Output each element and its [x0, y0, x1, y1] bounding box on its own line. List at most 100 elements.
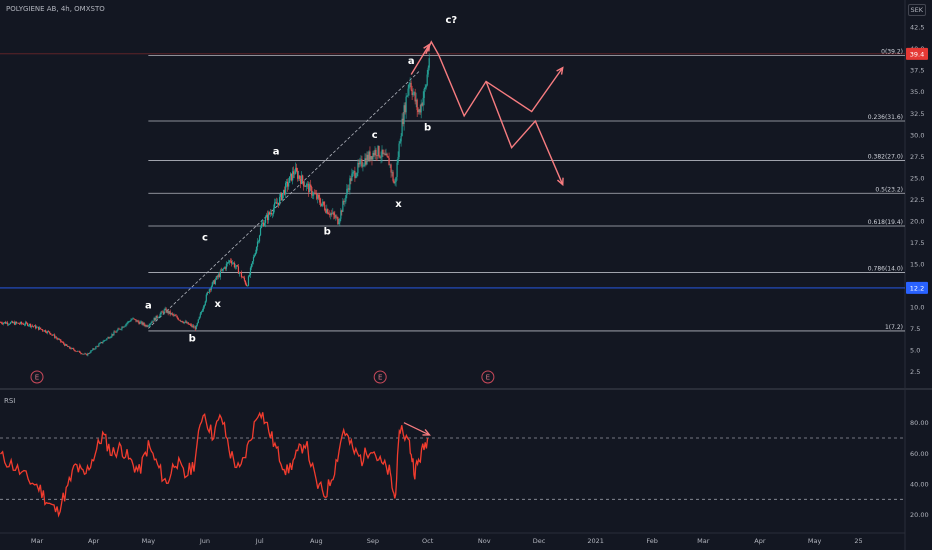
candle-body[interactable]: [227, 262, 229, 263]
candle-body[interactable]: [423, 89, 425, 98]
candle-body[interactable]: [237, 266, 240, 274]
projection-line-c[interactable]: [410, 44, 431, 75]
candle-body[interactable]: [239, 272, 242, 273]
candle-body[interactable]: [254, 252, 257, 256]
wave-label[interactable]: b: [324, 227, 331, 238]
candle-body[interactable]: [45, 330, 47, 333]
candle-body[interactable]: [307, 183, 309, 185]
candle-body[interactable]: [38, 326, 40, 330]
candle-body[interactable]: [191, 325, 193, 327]
candle-body[interactable]: [320, 202, 322, 206]
candle-body[interactable]: [167, 310, 169, 314]
candle-body[interactable]: [65, 344, 67, 346]
candle-body[interactable]: [87, 353, 89, 356]
candle-body[interactable]: [142, 322, 144, 325]
candle-body[interactable]: [328, 213, 330, 215]
candle-body[interactable]: [290, 173, 292, 177]
candle-body[interactable]: [16, 322, 19, 324]
candle-body[interactable]: [124, 325, 126, 327]
candle-body[interactable]: [137, 320, 139, 322]
candle-body[interactable]: [288, 182, 290, 187]
candle-body[interactable]: [10, 321, 13, 323]
candle-body[interactable]: [23, 324, 26, 326]
candle-body[interactable]: [11, 321, 14, 323]
candle-body[interactable]: [71, 347, 73, 350]
candle-body[interactable]: [301, 175, 303, 184]
candle-body[interactable]: [203, 304, 205, 308]
candle-body[interactable]: [406, 95, 408, 97]
candle-body[interactable]: [350, 178, 352, 181]
candle-body[interactable]: [177, 318, 179, 320]
candle-body[interactable]: [62, 342, 64, 343]
candle-body[interactable]: [170, 313, 172, 315]
candle-body[interactable]: [268, 212, 271, 215]
candle-body[interactable]: [363, 164, 365, 167]
candle-body[interactable]: [321, 203, 323, 206]
candle-body[interactable]: [344, 201, 346, 202]
candle-body[interactable]: [232, 262, 235, 264]
candle-body[interactable]: [342, 201, 344, 212]
candle-body[interactable]: [353, 171, 355, 172]
candle-body[interactable]: [255, 246, 258, 253]
candle-body[interactable]: [418, 109, 420, 113]
candle-body[interactable]: [100, 342, 102, 343]
candle-body[interactable]: [397, 157, 399, 163]
candle-body[interactable]: [291, 173, 293, 181]
candle-body[interactable]: [357, 163, 359, 173]
candle-body[interactable]: [81, 353, 83, 355]
candle-body[interactable]: [148, 325, 150, 326]
candle-body[interactable]: [105, 339, 107, 341]
candle-body[interactable]: [60, 339, 62, 342]
candle-body[interactable]: [158, 316, 160, 318]
candle-body[interactable]: [364, 158, 366, 165]
candle-body[interactable]: [14, 321, 17, 325]
candle-body[interactable]: [394, 182, 396, 184]
candle-body[interactable]: [96, 346, 98, 347]
candle-body[interactable]: [381, 149, 383, 158]
candle-body[interactable]: [225, 263, 227, 269]
candle-body[interactable]: [316, 193, 318, 199]
candle-body[interactable]: [92, 348, 94, 351]
candle-body[interactable]: [141, 321, 143, 325]
candle-body[interactable]: [283, 189, 285, 194]
candle-body[interactable]: [305, 186, 307, 187]
candle-body[interactable]: [49, 331, 51, 334]
candle-body[interactable]: [93, 348, 95, 350]
candle-body[interactable]: [91, 350, 93, 351]
candle-body[interactable]: [323, 201, 325, 206]
wave-label[interactable]: x: [214, 299, 221, 310]
candle-body[interactable]: [372, 152, 374, 160]
candle-body[interactable]: [123, 326, 125, 328]
candle-body[interactable]: [247, 276, 250, 286]
candle-body[interactable]: [17, 322, 20, 324]
candle-body[interactable]: [404, 105, 406, 113]
candle-body[interactable]: [251, 261, 254, 264]
candle-body[interactable]: [270, 213, 273, 215]
candle-body[interactable]: [396, 162, 398, 177]
candle-body[interactable]: [324, 205, 326, 211]
candle-body[interactable]: [343, 201, 345, 202]
candle-body[interactable]: [166, 310, 168, 313]
wave-label[interactable]: a: [145, 301, 152, 312]
candle-body[interactable]: [326, 209, 328, 213]
candle-body[interactable]: [95, 346, 97, 349]
candle-body[interactable]: [28, 325, 30, 326]
candle-body[interactable]: [292, 171, 294, 181]
candle-body[interactable]: [127, 321, 129, 324]
candle-body[interactable]: [35, 325, 37, 329]
candle-body[interactable]: [392, 172, 394, 181]
candle-body[interactable]: [39, 327, 41, 330]
candle-body[interactable]: [149, 323, 151, 326]
candle-body[interactable]: [59, 339, 61, 340]
candle-body[interactable]: [32, 325, 34, 327]
candle-body[interactable]: [282, 193, 284, 200]
candle-body[interactable]: [108, 337, 110, 339]
candle-body[interactable]: [427, 67, 429, 75]
candle-body[interactable]: [367, 154, 369, 161]
candle-body[interactable]: [163, 309, 165, 314]
candle-body[interactable]: [245, 284, 248, 286]
candle-body[interactable]: [405, 96, 407, 113]
candle-body[interactable]: [19, 322, 22, 324]
candle-body[interactable]: [90, 350, 92, 353]
candle-body[interactable]: [173, 315, 175, 316]
